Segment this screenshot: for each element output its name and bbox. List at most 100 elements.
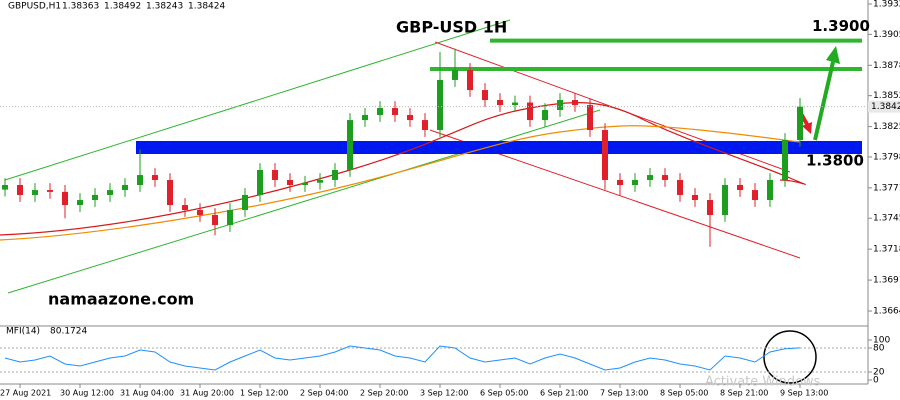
- candle-body: [377, 108, 383, 116]
- y-tick-label: 1.36640: [873, 307, 900, 317]
- y-tick-label: 1.37715: [873, 183, 900, 193]
- indicator-value: 80.1724: [50, 327, 87, 337]
- candle-body: [482, 90, 488, 101]
- y-tick-label: 1.38520: [873, 91, 900, 101]
- level-label: 1.3900: [812, 17, 870, 35]
- candle-body: [122, 185, 128, 191]
- y-tick-label: 80: [873, 344, 885, 354]
- candle-body: [92, 194, 98, 201]
- y-tick-label: 1.38785: [873, 61, 900, 71]
- x-tick-label: 6 Sep 21:00: [540, 389, 588, 398]
- candle-body: [182, 205, 188, 210]
- y-tick-label: 1.38250: [873, 122, 900, 132]
- x-tick-label: 30 Aug 12:00: [60, 389, 114, 398]
- candle-body: [257, 170, 263, 195]
- candle-body: [32, 190, 38, 195]
- candle-body: [347, 120, 353, 171]
- channel-line: [7, 109, 601, 294]
- chart-title: GBP-USD 1H: [396, 18, 507, 37]
- candle-body: [587, 105, 593, 131]
- candle-body: [782, 139, 788, 180]
- candle-body: [332, 170, 338, 180]
- watermark: Activate Windows: [705, 375, 821, 390]
- arrow-head: [826, 46, 840, 64]
- candle-body: [197, 209, 203, 216]
- price-label: 1.38424: [871, 102, 900, 112]
- candle-body: [437, 79, 443, 131]
- candle-body: [302, 182, 308, 186]
- x-tick-label: 6 Sep 05:00: [480, 389, 528, 398]
- candle-body: [17, 185, 23, 195]
- candle-body: [47, 190, 53, 192]
- header-value: 1.38363: [62, 2, 99, 12]
- candle-body: [767, 179, 773, 201]
- candle-body: [572, 100, 578, 106]
- candle-body: [2, 185, 8, 190]
- annotation: namaazone.com: [48, 290, 194, 309]
- header-value: 1.38424: [188, 2, 225, 12]
- candle-body: [452, 69, 458, 80]
- candle-body: [212, 215, 218, 225]
- candle-body: [692, 194, 698, 201]
- header-value: 1.38492: [104, 2, 141, 12]
- moving-average: [0, 125, 801, 241]
- candle-body: [632, 179, 638, 186]
- y-tick-label: 0: [873, 376, 879, 386]
- x-tick-label: 8 Sep 21:00: [720, 389, 768, 398]
- y-tick-label: 1.37450: [873, 214, 900, 224]
- candle-body: [107, 190, 113, 195]
- candle-body: [497, 100, 503, 106]
- x-tick-label: 7 Sep 13:00: [600, 389, 648, 398]
- x-tick-label: 31 Aug 20:00: [180, 389, 234, 398]
- price-box: [868, 100, 900, 113]
- y-tick-label: 1.39320: [873, 0, 900, 10]
- candle-body: [62, 191, 68, 206]
- candle-body: [677, 179, 683, 195]
- y-tick-label: 1.36910: [873, 276, 900, 286]
- candle-body: [707, 200, 713, 216]
- x-tick-label: 8 Sep 05:00: [660, 389, 708, 398]
- candle-body: [512, 102, 518, 106]
- x-tick-label: 3 Sep 12:00: [420, 389, 468, 398]
- arrow-head: [802, 122, 812, 134]
- candle-body: [137, 175, 143, 186]
- candle-body: [77, 200, 83, 206]
- support-zone: [136, 141, 862, 154]
- candle-body: [752, 190, 758, 201]
- candle-body: [272, 170, 278, 180]
- candle-body: [287, 179, 293, 186]
- y-tick-label: 1.37985: [873, 152, 900, 162]
- y-tick-label: 20: [873, 368, 885, 378]
- candle-body: [152, 175, 158, 180]
- highlight-circle: [763, 330, 817, 384]
- x-tick-label: 2 Sep 04:00: [300, 389, 348, 398]
- candle-body: [542, 109, 548, 121]
- candle-body: [167, 179, 173, 206]
- candle-body: [647, 175, 653, 180]
- x-tick-label: 2 Sep 20:00: [360, 389, 408, 398]
- candle-body: [242, 194, 248, 210]
- candle-body: [602, 130, 608, 180]
- candle-body: [662, 175, 668, 180]
- x-tick-label: 31 Aug 04:00: [120, 389, 174, 398]
- candle-body: [527, 102, 533, 121]
- candle-body: [557, 100, 563, 110]
- level-label: 1.3800: [806, 152, 864, 170]
- y-tick-label: 100: [873, 336, 890, 346]
- x-tick-label: 1 Sep 12:00: [240, 389, 288, 398]
- y-tick-label: 1.37180: [873, 245, 900, 255]
- x-tick-label: 27 Aug 2021: [0, 389, 51, 398]
- channel-line: [4, 19, 511, 181]
- candle-body: [317, 179, 323, 183]
- candle-body: [227, 209, 233, 225]
- candle-body: [722, 185, 728, 216]
- y-tick-label: 1.39055: [873, 30, 900, 40]
- candle-body: [797, 106, 803, 140]
- candle-body: [362, 115, 368, 121]
- candle-body: [422, 120, 428, 131]
- candle-body: [467, 69, 473, 91]
- candle-body: [407, 115, 413, 121]
- x-tick-label: 9 Sep 13:00: [780, 389, 828, 398]
